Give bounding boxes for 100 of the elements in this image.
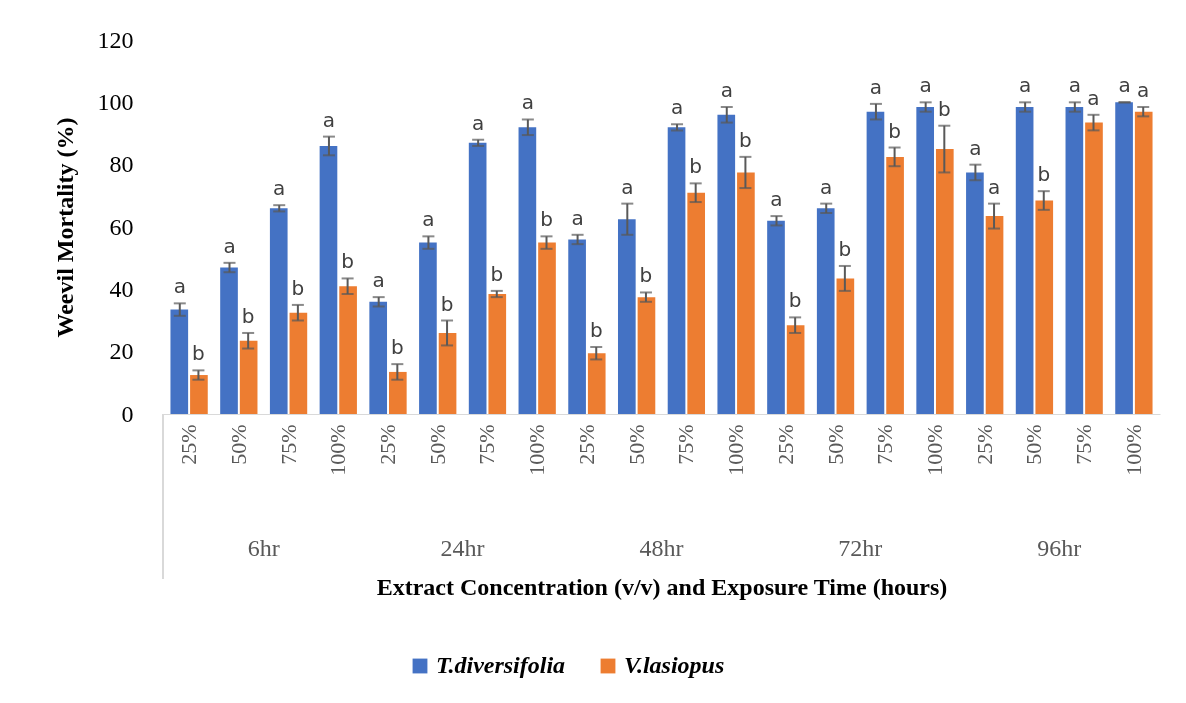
data-label: a [720, 78, 733, 103]
bar [319, 145, 338, 414]
data-label: b [490, 261, 504, 286]
data-label: b [639, 263, 653, 288]
y-tick-label: 100 [97, 88, 134, 115]
bar [190, 375, 208, 414]
x-tick-label: 100% [524, 424, 550, 476]
bar [170, 309, 189, 414]
bar [1134, 111, 1153, 414]
x-tick-label: 50% [623, 424, 649, 465]
bar [587, 353, 606, 414]
bar [966, 172, 984, 414]
data-label: a [372, 268, 385, 293]
y-tick-label: 40 [109, 275, 134, 302]
data-label: a [919, 73, 932, 98]
data-label: a [1137, 78, 1150, 103]
x-tick-label: 100% [1120, 424, 1146, 476]
bar [1085, 122, 1103, 414]
data-label: b [888, 118, 901, 143]
data-label: a [273, 176, 286, 201]
x-tick-label: 75% [1071, 424, 1097, 465]
bar [1035, 200, 1054, 414]
bar [786, 325, 805, 414]
bar [568, 239, 586, 414]
data-label: b [241, 303, 255, 328]
x-tick-label: 25% [573, 424, 599, 465]
bar [438, 332, 457, 414]
data-label: b [192, 341, 205, 366]
x-tick-label: 75% [275, 424, 301, 465]
y-axis-title: Weevil Mortality (%) [51, 117, 78, 338]
data-label: b [341, 249, 354, 274]
y-tick-label: 60 [109, 213, 134, 240]
data-label: a [521, 90, 534, 115]
bar [388, 371, 407, 414]
data-label: a [1118, 73, 1131, 98]
data-label: a [1068, 73, 1081, 98]
x-tick-label: 25% [772, 424, 798, 465]
data-label: b [291, 275, 305, 300]
bar [737, 172, 755, 414]
x-tick-label: 100% [325, 424, 351, 476]
x-tick-label: 100% [921, 424, 947, 476]
x-tick-label: 25% [176, 424, 202, 465]
data-label: b [739, 127, 752, 152]
bar [637, 297, 656, 414]
x-tick-label: 50% [225, 424, 251, 465]
data-label: a [969, 135, 982, 160]
bar [339, 286, 357, 414]
bar [538, 242, 556, 414]
data-label: a [869, 74, 883, 99]
data-label: a [322, 107, 336, 132]
text: 96hr [1037, 535, 1082, 561]
data-label: a [770, 187, 783, 212]
x-axis-title: Extract Concentration (v/v) and Exposure Time (hours) [376, 573, 948, 600]
y-tick-label: 20 [109, 338, 134, 365]
bar [866, 111, 885, 414]
bar [220, 267, 238, 414]
data-label: a [987, 174, 1001, 199]
bar [836, 278, 855, 414]
bar [419, 242, 437, 414]
y-tick-label: 80 [109, 151, 134, 178]
x-tick-label: 25% [375, 424, 401, 465]
x-tick-label: 50% [1021, 424, 1047, 465]
text: 24hr [440, 535, 485, 561]
x-tick-label: 75% [673, 424, 699, 465]
data-label: a [173, 274, 186, 299]
data-label: a [223, 233, 236, 258]
data-label: b [1037, 162, 1051, 187]
data-label: b [838, 236, 852, 261]
bar [617, 219, 636, 414]
x-tick-label: 75% [872, 424, 898, 465]
bar [518, 127, 537, 414]
data-label: a [820, 174, 833, 199]
bar [816, 208, 835, 414]
bar [1065, 107, 1084, 414]
bar [717, 114, 736, 414]
data-label: b [540, 207, 553, 232]
bar [289, 312, 308, 414]
x-tick-label: 50% [822, 424, 848, 465]
bar [1115, 102, 1133, 414]
bar [687, 192, 706, 414]
data-label: b [440, 291, 454, 316]
y-tick-label: 0 [121, 400, 134, 427]
bar [239, 340, 258, 414]
x-tick-label: 100% [723, 424, 749, 476]
data-label: a [422, 207, 435, 232]
text: 72hr [838, 535, 883, 561]
bar [916, 107, 935, 414]
data-label: b [937, 96, 951, 121]
legend-label: T.diversifolia [436, 652, 566, 678]
x-tick-label: 75% [474, 424, 500, 465]
data-label: a [472, 110, 485, 135]
data-label: a [571, 205, 584, 230]
legend-label: V.lasiopus [624, 652, 725, 678]
data-label: b [689, 154, 703, 179]
data-label: a [1087, 85, 1100, 110]
bar [1015, 107, 1034, 414]
data-label: a [621, 174, 634, 199]
y-tick-label: 120 [97, 26, 134, 53]
x-tick-label: 25% [971, 424, 997, 465]
data-label: b [589, 317, 603, 342]
